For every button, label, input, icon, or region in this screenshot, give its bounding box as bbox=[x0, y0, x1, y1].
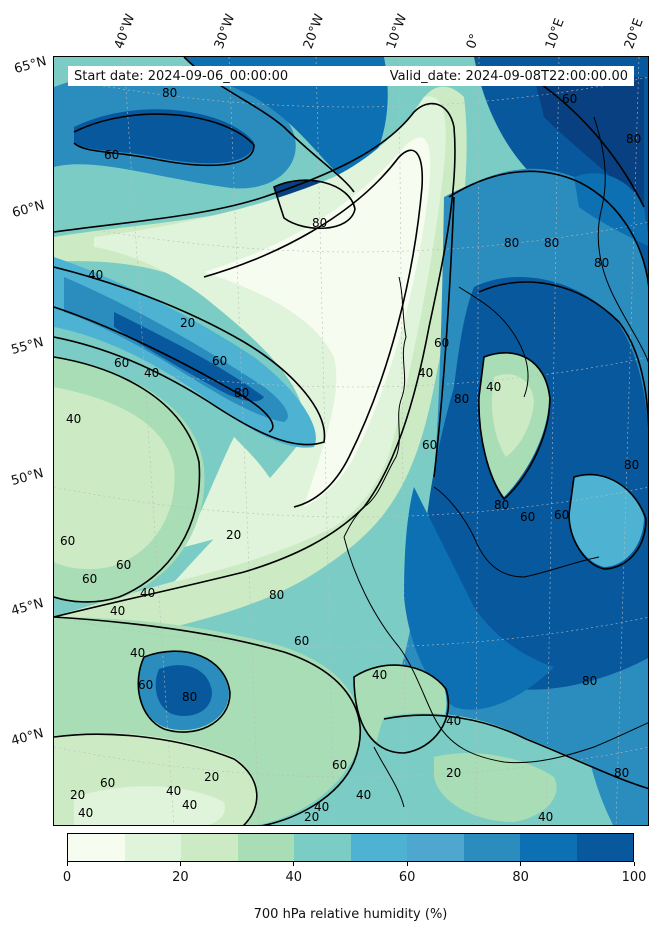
colorbar-tick-label: 80 bbox=[512, 870, 529, 885]
colorbar-tick bbox=[520, 862, 522, 866]
contour-label-80-c: 80 bbox=[234, 386, 249, 400]
contour-label-80-j: 80 bbox=[544, 236, 559, 250]
contour-label-80-h: 80 bbox=[494, 498, 509, 512]
humidity-map: 80 60 80 40 20 60 80 60 40 40 20 60 60 6… bbox=[53, 56, 649, 826]
colorbar-tick bbox=[406, 862, 408, 866]
contour-label-80-f: 80 bbox=[582, 674, 597, 688]
contour-label-20-d: 20 bbox=[70, 788, 85, 802]
contour-label-40-k: 40 bbox=[78, 806, 93, 820]
contour-label-80-n: 80 bbox=[624, 458, 639, 472]
colorbar-bin-4 bbox=[294, 834, 351, 861]
contour-label-60-h: 60 bbox=[294, 634, 309, 648]
contour-label-60-m: 60 bbox=[562, 92, 577, 106]
colorbar-bin-7 bbox=[463, 834, 520, 861]
colorbar-tick bbox=[66, 862, 68, 866]
contour-label-80-e: 80 bbox=[182, 690, 197, 704]
contour-label-40-d: 40 bbox=[140, 586, 155, 600]
lat-label-40n: 40°N bbox=[9, 726, 46, 749]
colorbar-bin-1 bbox=[124, 834, 181, 861]
colorbar bbox=[67, 833, 634, 862]
contour-label-80-m: 80 bbox=[454, 392, 469, 406]
colorbar-tick bbox=[179, 862, 181, 866]
contour-label-40-o: 40 bbox=[486, 380, 501, 394]
contour-label-60-g: 60 bbox=[138, 678, 153, 692]
contour-label-60-l: 60 bbox=[554, 508, 569, 522]
colorbar-tick-label: 40 bbox=[285, 870, 303, 885]
lon-label-20w: 20°W bbox=[300, 12, 328, 51]
lat-label-45n: 45°N bbox=[9, 596, 46, 619]
colorbar-bin-9 bbox=[576, 834, 633, 861]
lon-label-10e: 10°E bbox=[542, 16, 568, 51]
contour-label-80-g: 80 bbox=[614, 766, 629, 780]
colorbar-title: 700 hPa relative humidity (%) bbox=[253, 907, 448, 922]
colorbar-bin-2 bbox=[181, 834, 238, 861]
contour-label-40-c: 40 bbox=[66, 412, 81, 426]
contour-label-20-b: 20 bbox=[226, 528, 241, 542]
contour-label-80-b: 80 bbox=[312, 216, 327, 230]
contour-label-40-l: 40 bbox=[314, 800, 329, 814]
lon-label-20e: 20°E bbox=[621, 16, 647, 51]
colorbar-bin-6 bbox=[407, 834, 464, 861]
contour-label-40-i: 40 bbox=[166, 784, 181, 798]
contour-label-80-d: 80 bbox=[269, 588, 284, 602]
contour-label-40-e: 40 bbox=[110, 604, 125, 618]
colorbar-tick-label: 0 bbox=[62, 870, 72, 885]
lat-label-55n: 55°N bbox=[9, 335, 46, 358]
colorbar-bin-0 bbox=[68, 834, 125, 861]
start-date-label: Start date: 2024-09-06_00:00:00 bbox=[74, 68, 289, 84]
contour-label-40-n: 40 bbox=[538, 810, 553, 824]
contour-label-40-a: 40 bbox=[88, 268, 103, 282]
contour-label-40-f: 40 bbox=[130, 646, 145, 660]
colorbar-tick bbox=[633, 862, 635, 866]
contour-label-60-d: 60 bbox=[60, 534, 75, 548]
contour-label-20-c: 20 bbox=[204, 770, 219, 784]
contour-label-80-a: 80 bbox=[162, 86, 177, 100]
lon-label-0: 0° bbox=[463, 31, 484, 51]
lon-label-30w: 30°W bbox=[211, 12, 239, 51]
contour-label-40-j: 40 bbox=[182, 798, 197, 812]
contour-label-40-h: 40 bbox=[446, 714, 461, 728]
contour-label-40-p: 40 bbox=[418, 366, 433, 380]
contour-label-40-b: 40 bbox=[144, 366, 159, 380]
lon-label-40w: 40°W bbox=[111, 12, 139, 51]
contour-label-40-m: 40 bbox=[356, 788, 371, 802]
contour-label-80-k: 80 bbox=[594, 256, 609, 270]
contour-label-60-b: 60 bbox=[212, 354, 227, 368]
colorbar-tick-label: 20 bbox=[172, 870, 189, 885]
run-info-bar: Start date: 2024-09-06_00:00:00 Valid_da… bbox=[68, 66, 634, 86]
contour-label-20-e: 20 bbox=[304, 810, 319, 824]
contour-label-60-o: 60 bbox=[434, 336, 449, 350]
contour-label-60-n: 60 bbox=[422, 438, 437, 452]
valid-date-label: Valid_date: 2024-09-08T22:00:00.00 bbox=[389, 68, 628, 84]
contour-label-60-j: 60 bbox=[332, 758, 347, 772]
contour-label-80-l: 80 bbox=[626, 132, 641, 146]
contour-label-80-i: 80 bbox=[504, 236, 519, 250]
contour-label-20-a: 20 bbox=[180, 316, 195, 330]
contour-label-60-k: 60 bbox=[520, 510, 535, 524]
colorbar-bin-3 bbox=[237, 834, 294, 861]
contour-label-60-f: 60 bbox=[116, 558, 131, 572]
colorbar-tick-label: 100 bbox=[621, 870, 647, 885]
colorbar-tick-label: 60 bbox=[398, 870, 416, 885]
lon-label-10w: 10°W bbox=[383, 12, 411, 51]
contour-label-20-f: 20 bbox=[446, 766, 461, 780]
contour-label-60-e: 60 bbox=[82, 572, 97, 586]
lat-label-60n: 60°N bbox=[10, 198, 47, 221]
contour-label-40-g: 40 bbox=[372, 668, 387, 682]
contour-label-60-c: 60 bbox=[114, 356, 129, 370]
contour-label-60-a: 60 bbox=[104, 148, 119, 162]
colorbar-tick bbox=[293, 862, 295, 866]
lat-label-65n: 65°N bbox=[12, 54, 49, 77]
colorbar-bin-5 bbox=[350, 834, 407, 861]
humidity-field: 80 60 80 40 20 60 80 60 40 40 20 60 60 6… bbox=[54, 57, 648, 825]
contour-label-60-i: 60 bbox=[100, 776, 115, 790]
lat-label-50n: 50°N bbox=[9, 466, 46, 489]
colorbar-bin-8 bbox=[520, 834, 577, 861]
